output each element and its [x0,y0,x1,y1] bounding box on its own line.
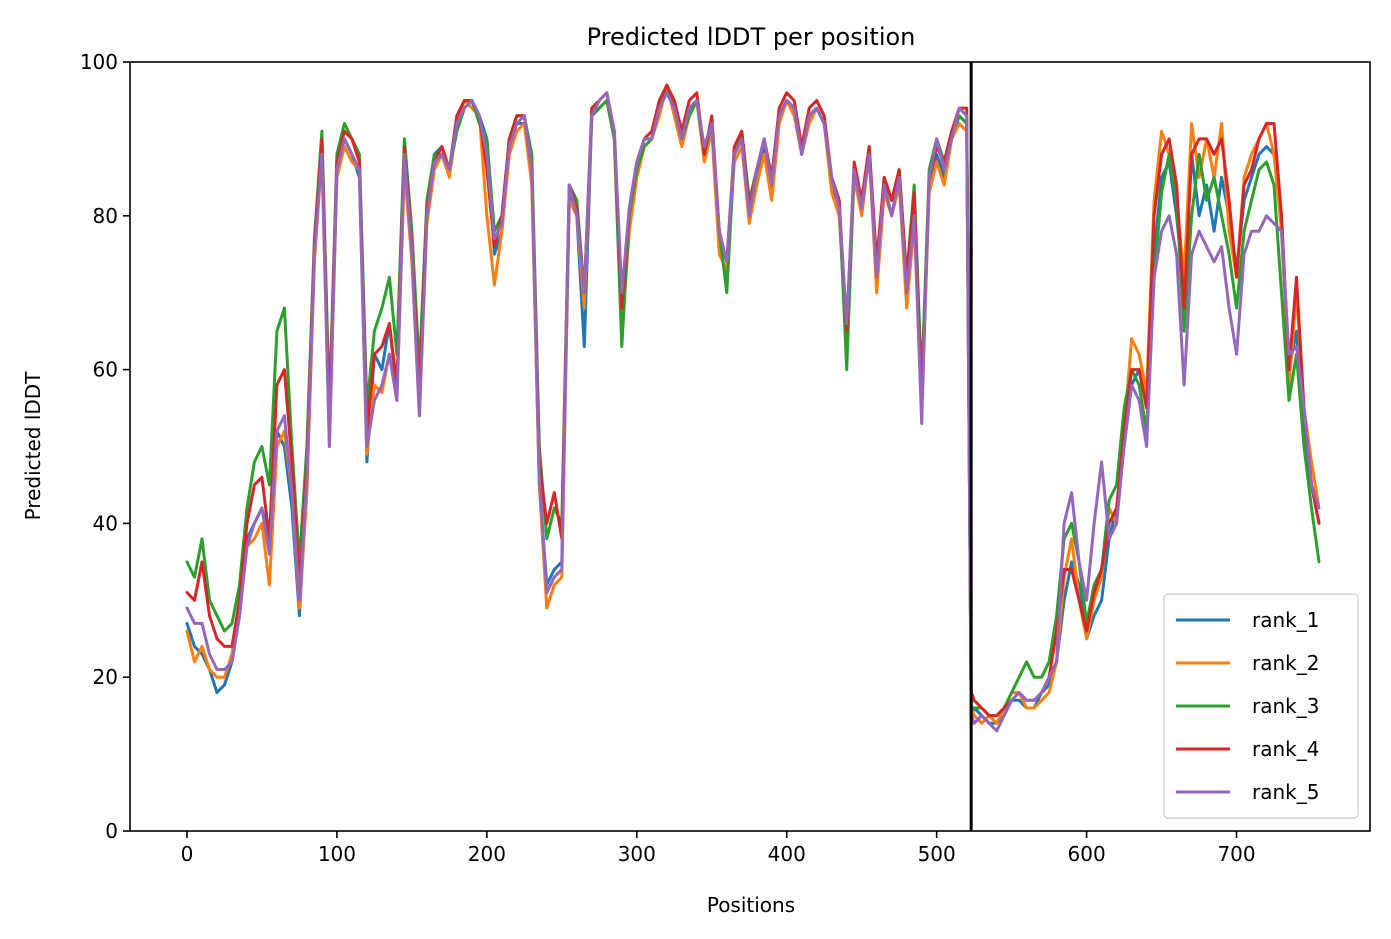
x-tick-label: 400 [768,842,806,866]
y-tick-label: 0 [105,819,118,843]
legend: rank_1 rank_2 rank_3 rank_4 rank_5 [1163,593,1359,819]
x-tick-label: 300 [618,842,656,866]
series-line-rank-5 [185,91,1321,733]
y-tick-label: 20 [93,665,118,689]
legend-label-rank-1: rank_1 [1252,608,1319,632]
y-axis-title: Predicted lDDT [21,371,45,521]
x-tick-label: 100 [318,842,356,866]
series-layer [185,83,1321,733]
y-tick-label: 100 [80,50,118,74]
chart-title: Predicted lDDT per position [587,23,916,51]
plot-frame [129,61,1371,832]
x-axis-title: Positions [707,893,795,917]
y-tick-label: 80 [93,204,118,228]
legend-label-rank-3: rank_3 [1252,694,1319,718]
legend-label-rank-4: rank_4 [1252,737,1319,761]
x-tick-label: 700 [1217,842,1255,866]
x-tick-label: 200 [468,842,506,866]
series-line-rank-2 [185,83,1321,725]
x-tick-label: 0 [181,842,194,866]
y-axis-ticks: 0 20 40 60 80 100 [80,50,130,843]
y-tick-label: 40 [93,511,118,535]
y-tick-label: 60 [93,358,118,382]
x-tick-label: 600 [1068,842,1106,866]
legend-label-rank-5: rank_5 [1252,780,1319,804]
x-axis-ticks: 0 100 200 300 400 500 600 700 [181,831,1256,866]
legend-label-rank-2: rank_2 [1252,651,1319,675]
x-tick-label: 500 [918,842,956,866]
legend-box [1163,593,1359,819]
